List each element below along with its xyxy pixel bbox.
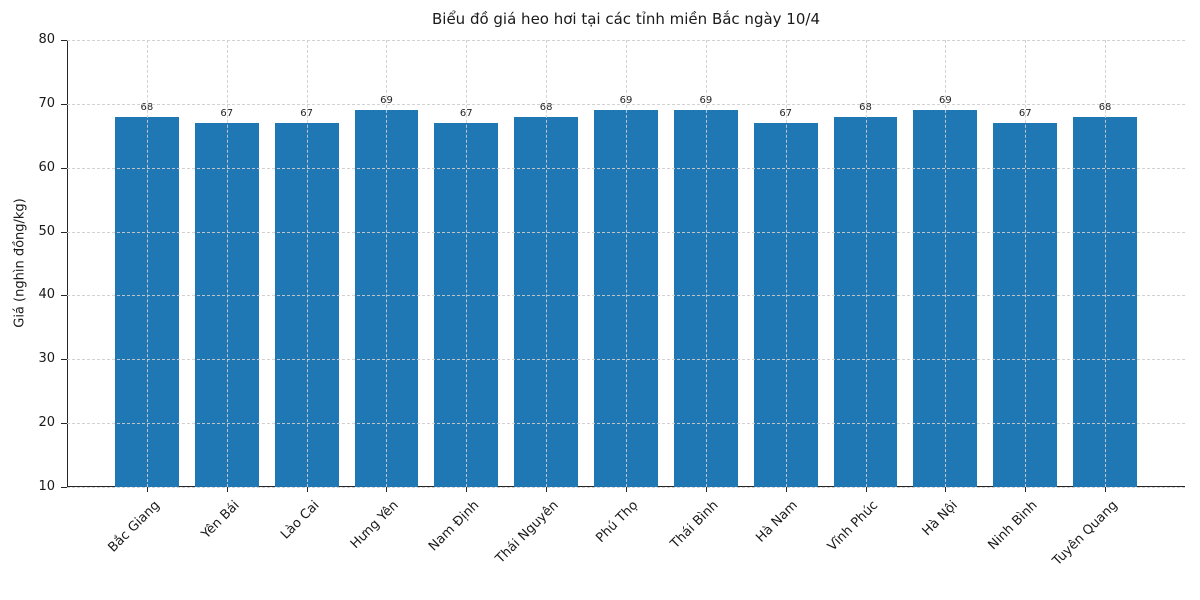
x-tick xyxy=(306,487,308,492)
x-tick-label-anchor: Lào Cai xyxy=(112,498,323,543)
x-tick-label-anchor: Nam Định xyxy=(271,498,482,554)
x-tick-label: Thái Nguyên xyxy=(493,498,562,567)
x-tick-label-anchor: Phú Thọ xyxy=(431,498,642,546)
x-tick-label: Nam Định xyxy=(425,498,482,555)
x-tick xyxy=(705,487,707,492)
y-tick-label: 70 xyxy=(38,95,55,111)
x-tick xyxy=(466,487,468,492)
x-tick xyxy=(546,487,548,492)
y-tick-label: 60 xyxy=(38,159,55,175)
x-tick-label-anchor: Yên Bái xyxy=(32,498,242,542)
y-tick-label: 80 xyxy=(38,32,55,47)
x-tick-label: Bắc Giang xyxy=(105,498,163,556)
x-tick-label-anchor: Thái Bình xyxy=(511,498,722,552)
x-tick-label: Thái Bình xyxy=(667,498,722,552)
x-tick-label: Tuyên Quang xyxy=(1049,498,1121,569)
x-tick-label-anchor: Bắc Giang xyxy=(0,498,162,555)
y-gridline xyxy=(67,487,1185,488)
x-tick xyxy=(1025,487,1027,492)
x-tick xyxy=(226,487,228,492)
x-tick-label-anchor: Ninh Bình xyxy=(830,498,1041,553)
x-tick xyxy=(386,487,388,492)
x-tick-label: Lào Cai xyxy=(277,498,323,543)
y-tick xyxy=(61,487,67,488)
x-tick-label-anchor: Tuyên Quang xyxy=(910,498,1121,569)
x-tick-label: Ninh Bình xyxy=(985,498,1041,554)
x-tick-label-anchor: Thái Nguyên xyxy=(351,498,562,567)
x-tick-label-anchor: Hà Nội xyxy=(750,498,961,539)
y-tick-label: 40 xyxy=(38,287,55,303)
x-tick-label: Yên Bái xyxy=(198,498,243,542)
y-tick-label: 10 xyxy=(38,479,55,494)
x-tick-label: Hưng Yên xyxy=(348,498,403,552)
x-tick xyxy=(1105,487,1107,492)
x-tick xyxy=(146,487,148,492)
x-tick-label-anchor: Vĩnh Phúc xyxy=(671,498,881,554)
plot-area xyxy=(67,40,1185,487)
x-tick-label: Phú Thọ xyxy=(593,498,642,546)
x-tick xyxy=(626,487,627,492)
chart-title: Biểu đồ giá heo hơi tại các tỉnh miền Bắ… xyxy=(431,10,820,28)
y-tick-label: 20 xyxy=(38,415,55,431)
x-tick-label-anchor: Hà Nam xyxy=(591,498,802,546)
y-tick-label: 50 xyxy=(38,223,55,239)
y-tick-label: 30 xyxy=(38,351,55,367)
x-tick-label: Hà Nội xyxy=(919,498,961,540)
y-axis-label: Giá (nghìn đồng/kg) xyxy=(12,198,28,328)
x-tick-label: Vĩnh Phúc xyxy=(824,498,882,555)
x-tick xyxy=(865,487,867,492)
x-tick-label: Hà Nam xyxy=(753,498,802,546)
x-tick-label-anchor: Hưng Yên xyxy=(191,498,402,552)
x-tick xyxy=(945,487,947,492)
x-tick xyxy=(785,487,787,492)
